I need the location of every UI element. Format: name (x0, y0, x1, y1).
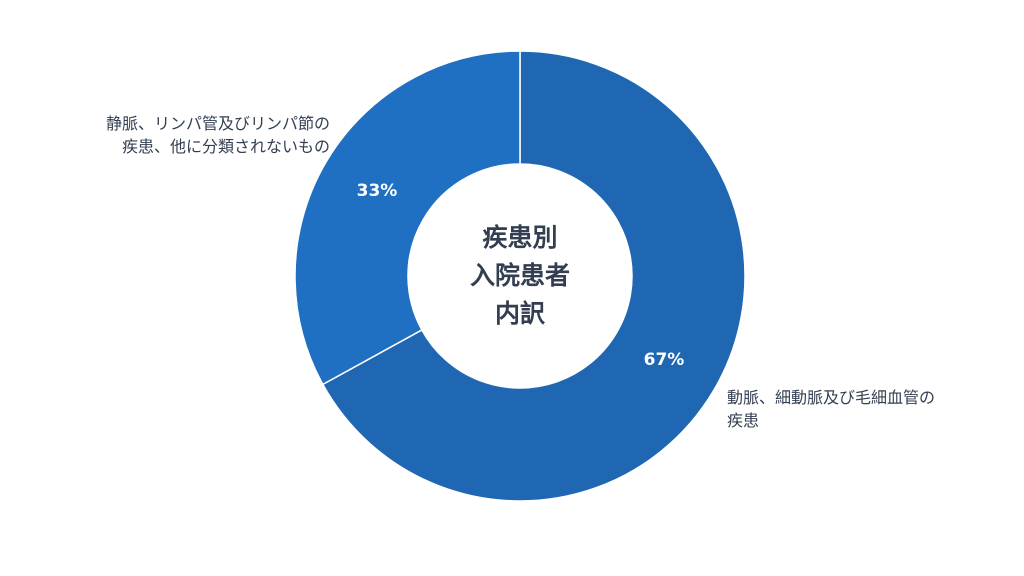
donut-slice (294, 50, 521, 386)
slice-value-label: 33% (356, 181, 398, 201)
category-label-line: 静脈、リンパ管及びリンパ節の (105, 114, 330, 133)
category-label-line: 動脈、細動脈及び毛細血管の (727, 388, 936, 407)
chart-title-line: 内訳 (494, 299, 545, 328)
chart-title: 疾患別 入院患者 内訳 (445, 219, 595, 333)
chart-title-line: 疾患別 (482, 223, 558, 252)
category-label-line: 疾患、他に分類されないもの (121, 137, 330, 156)
slice-value-label: 67% (643, 350, 685, 370)
chart-title-line: 入院患者 (469, 261, 570, 290)
category-label-line: 疾患 (727, 411, 760, 430)
category-label-arteries: 動脈、細動脈及び毛細血管の 疾患 (727, 386, 935, 432)
category-label-veins: 静脈、リンパ管及びリンパ節の 疾患、他に分類されないもの (106, 112, 330, 158)
donut-slice (321, 50, 746, 502)
